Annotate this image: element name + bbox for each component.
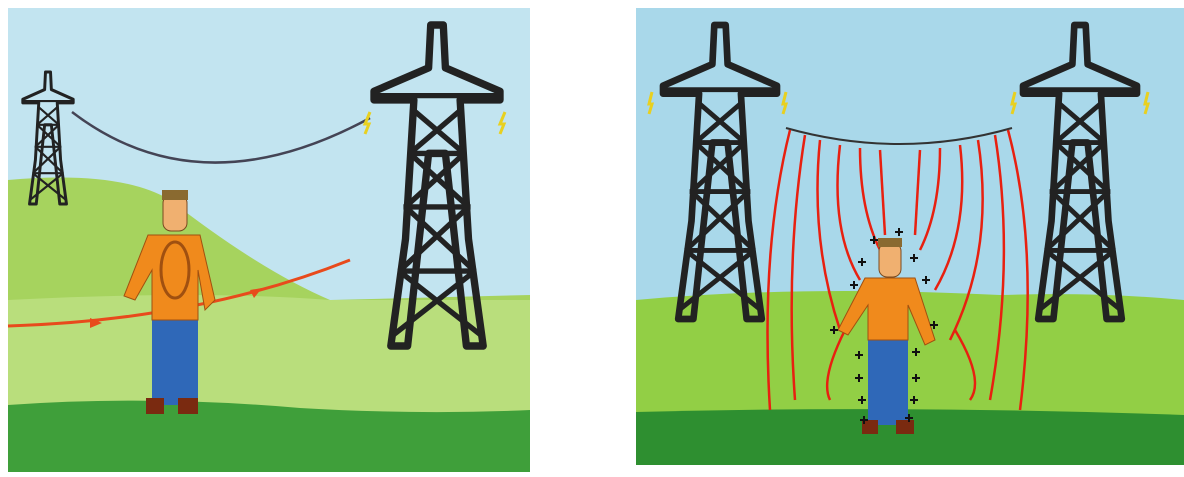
- illustration: [0, 0, 1184, 477]
- left-panel: [8, 8, 530, 472]
- right-panel: [636, 8, 1184, 465]
